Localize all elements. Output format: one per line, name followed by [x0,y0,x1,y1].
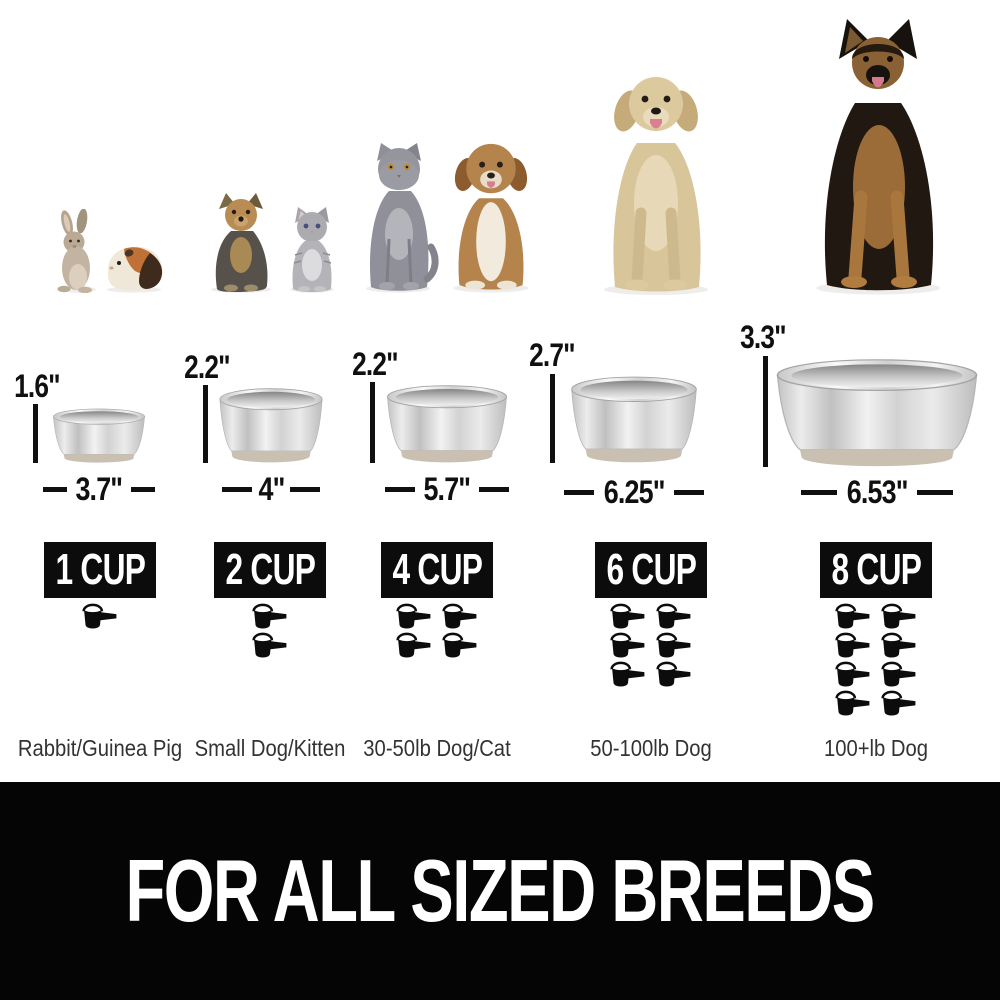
measure-dash [478,486,509,492]
measuring-scoop-icon [610,661,645,687]
bowl-width-label: 5.7" [423,470,472,507]
height-measure-line [370,382,375,463]
measuring-scoop-icon [881,661,916,687]
bowl-image-8cup [776,359,978,467]
measuring-scoop-icon [396,632,431,658]
cup-size-label: 4 CUP [392,545,482,594]
bowl-image-2cup [219,388,323,463]
category-label: 50-100lb Dog [590,735,712,761]
scoop-icons-group [394,603,480,659]
measure-dash [221,486,252,492]
measuring-scoop-icon [835,632,870,658]
guinea-pig-image [107,246,163,293]
bowl-height-label: 2.7" [529,337,575,373]
bowl-image-6cup [571,376,697,463]
cup-size-label: 1 CUP [55,545,145,594]
measuring-scoop-icon [656,603,691,629]
animal-photo-cat-medium-dog [352,134,546,293]
height-measure-line [33,404,38,463]
bowl-width-measure: 5.7" [363,470,531,507]
animal-photo-golden-retriever [582,71,730,295]
measuring-scoop-icon [881,632,916,658]
measuring-scoop-icon [82,603,117,629]
category-label: Rabbit/Guinea Pig [17,735,183,761]
footer-banner: FOR ALL SIZED BREEDS [0,782,1000,1000]
cup-size-badge-8cup: 8 CUP [820,542,932,598]
measuring-scoop-icon [835,690,870,716]
golden-retriever-image [604,77,708,295]
animal-photo-rabbit-guinea-pig [50,207,168,293]
measuring-scoop-icon [252,632,287,658]
measuring-scoop-icon [252,603,287,629]
bowl-image-4cup [387,385,507,463]
scoop-icons-group [250,603,290,659]
measure-dash [917,489,954,495]
bowl-width-label: 6.53" [846,473,909,510]
gray-cat-image [366,143,439,293]
yorkie-image [211,193,271,293]
animal-photo-small-dog-kitten [197,192,345,293]
measuring-scoop-icon [610,603,645,629]
cup-size-badge-4cup: 4 CUP [381,542,493,598]
measure-dash [800,489,837,495]
measuring-scoop-icon [835,603,870,629]
height-measure-line [203,385,208,463]
bowl-height-label: 3.3" [740,319,786,355]
measure-dash [43,486,68,492]
german-shepherd-image [816,19,940,295]
measure-dash [385,486,416,492]
measure-dash [563,489,594,495]
scoop-icons-group [608,603,694,688]
measure-dash [674,489,705,495]
bowl-height-label: 2.2" [352,346,398,382]
bowl-width-measure: 6.53" [769,473,985,510]
height-measure-line [550,374,555,463]
bowl-width-measure: 3.7" [33,470,165,507]
banner-title: FOR ALL SIZED BREEDS [125,841,876,940]
measuring-scoop-icon [442,632,477,658]
bowl-width-measure: 4" [200,470,342,507]
category-label: Small Dog/Kitten [194,735,346,761]
category-label: 100+lb Dog [823,735,929,761]
measure-dash [130,486,155,492]
measuring-scoop-icon [656,661,691,687]
measure-dash [290,486,321,492]
measuring-scoop-icon [442,603,477,629]
measuring-scoop-icon [881,690,916,716]
fluffy-puppy-image [453,143,529,293]
cup-size-badge-2cup: 2 CUP [214,542,326,598]
kitten-image [290,207,334,293]
measuring-scoop-icon [396,603,431,629]
bowl-width-label: 6.25" [603,473,666,510]
cup-size-label: 2 CUP [225,545,315,594]
category-label: 30-50lb Dog/Cat [363,735,511,761]
measuring-scoop-icon [835,661,870,687]
measuring-scoop-icon [656,632,691,658]
scoop-icons-group [833,603,919,717]
bowl-width-measure: 6.25" [543,473,725,510]
cup-size-badge-1cup: 1 CUP [44,542,156,598]
scoop-icons-group [80,603,120,630]
cup-size-label: 8 CUP [831,545,921,594]
animal-photo-german-shepherd [790,15,966,295]
measuring-scoop-icon [610,632,645,658]
measuring-scoop-icon [881,603,916,629]
bowl-width-label: 3.7" [75,470,124,507]
bowl-height-label: 1.6" [14,368,60,404]
bowl-width-label: 4" [257,470,285,507]
cup-size-badge-6cup: 6 CUP [595,542,707,598]
bowl-image-1cup [53,408,145,463]
bowl-height-label: 2.2" [184,349,230,385]
cup-size-label: 6 CUP [606,545,696,594]
height-measure-line [763,356,768,467]
rabbit-image [57,209,96,293]
